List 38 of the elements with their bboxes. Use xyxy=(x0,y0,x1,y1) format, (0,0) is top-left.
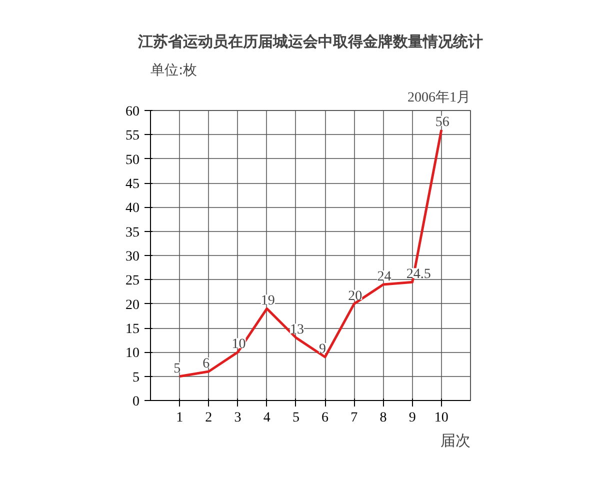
x-tick-label: 2 xyxy=(205,410,212,426)
x-tick-label: 10 xyxy=(434,410,448,426)
x-tick-label: 1 xyxy=(176,410,184,426)
chart-title: 江苏省运动员在历届城运会中取得金牌数量情况统计 xyxy=(137,32,483,50)
y-axis-title: 单位:枚 xyxy=(150,62,198,78)
x-tick-label: 3 xyxy=(234,410,242,426)
data-label: 13 xyxy=(290,322,304,338)
x-tick-label: 4 xyxy=(263,410,270,426)
x-tick-label: 5 xyxy=(292,410,300,426)
data-label: 20 xyxy=(348,288,362,304)
text: 2006年1月 xyxy=(408,90,470,106)
data-label: 56 xyxy=(435,114,450,130)
y-tick-label: 60 xyxy=(126,104,140,120)
x-tick-label: 8 xyxy=(380,410,387,426)
data-label: 24 xyxy=(377,270,392,284)
y-tick-label: 55 xyxy=(126,128,140,144)
data-label: 5 xyxy=(174,361,181,376)
y-tick-label: 20 xyxy=(126,298,140,313)
data-label: 24.5 xyxy=(406,267,431,282)
x-axis-title: 届次 xyxy=(440,432,470,450)
y-tick-label: 0 xyxy=(132,394,140,410)
data-label: 19 xyxy=(260,294,275,309)
y-tick-label: 15 xyxy=(126,322,140,337)
y-tick-label: 25 xyxy=(126,274,140,289)
x-tick-label: 9 xyxy=(408,410,416,426)
y-tick-label: 30 xyxy=(126,250,140,264)
data-label: 10 xyxy=(232,337,246,352)
y-tick-label: 50 xyxy=(126,152,140,168)
y-tick-label: 5 xyxy=(132,370,140,386)
data-label: 6 xyxy=(202,356,210,372)
data-label: 9 xyxy=(319,342,326,357)
x-tick-label: 7 xyxy=(350,410,358,426)
line-series xyxy=(178,128,443,378)
y-tick-label: 35 xyxy=(126,225,140,240)
x-tick-label: 6 xyxy=(322,410,329,426)
y-tick-label: 45 xyxy=(126,177,140,192)
y-tick-label: 40 xyxy=(126,201,140,216)
y-tick-label: 10 xyxy=(126,346,140,362)
